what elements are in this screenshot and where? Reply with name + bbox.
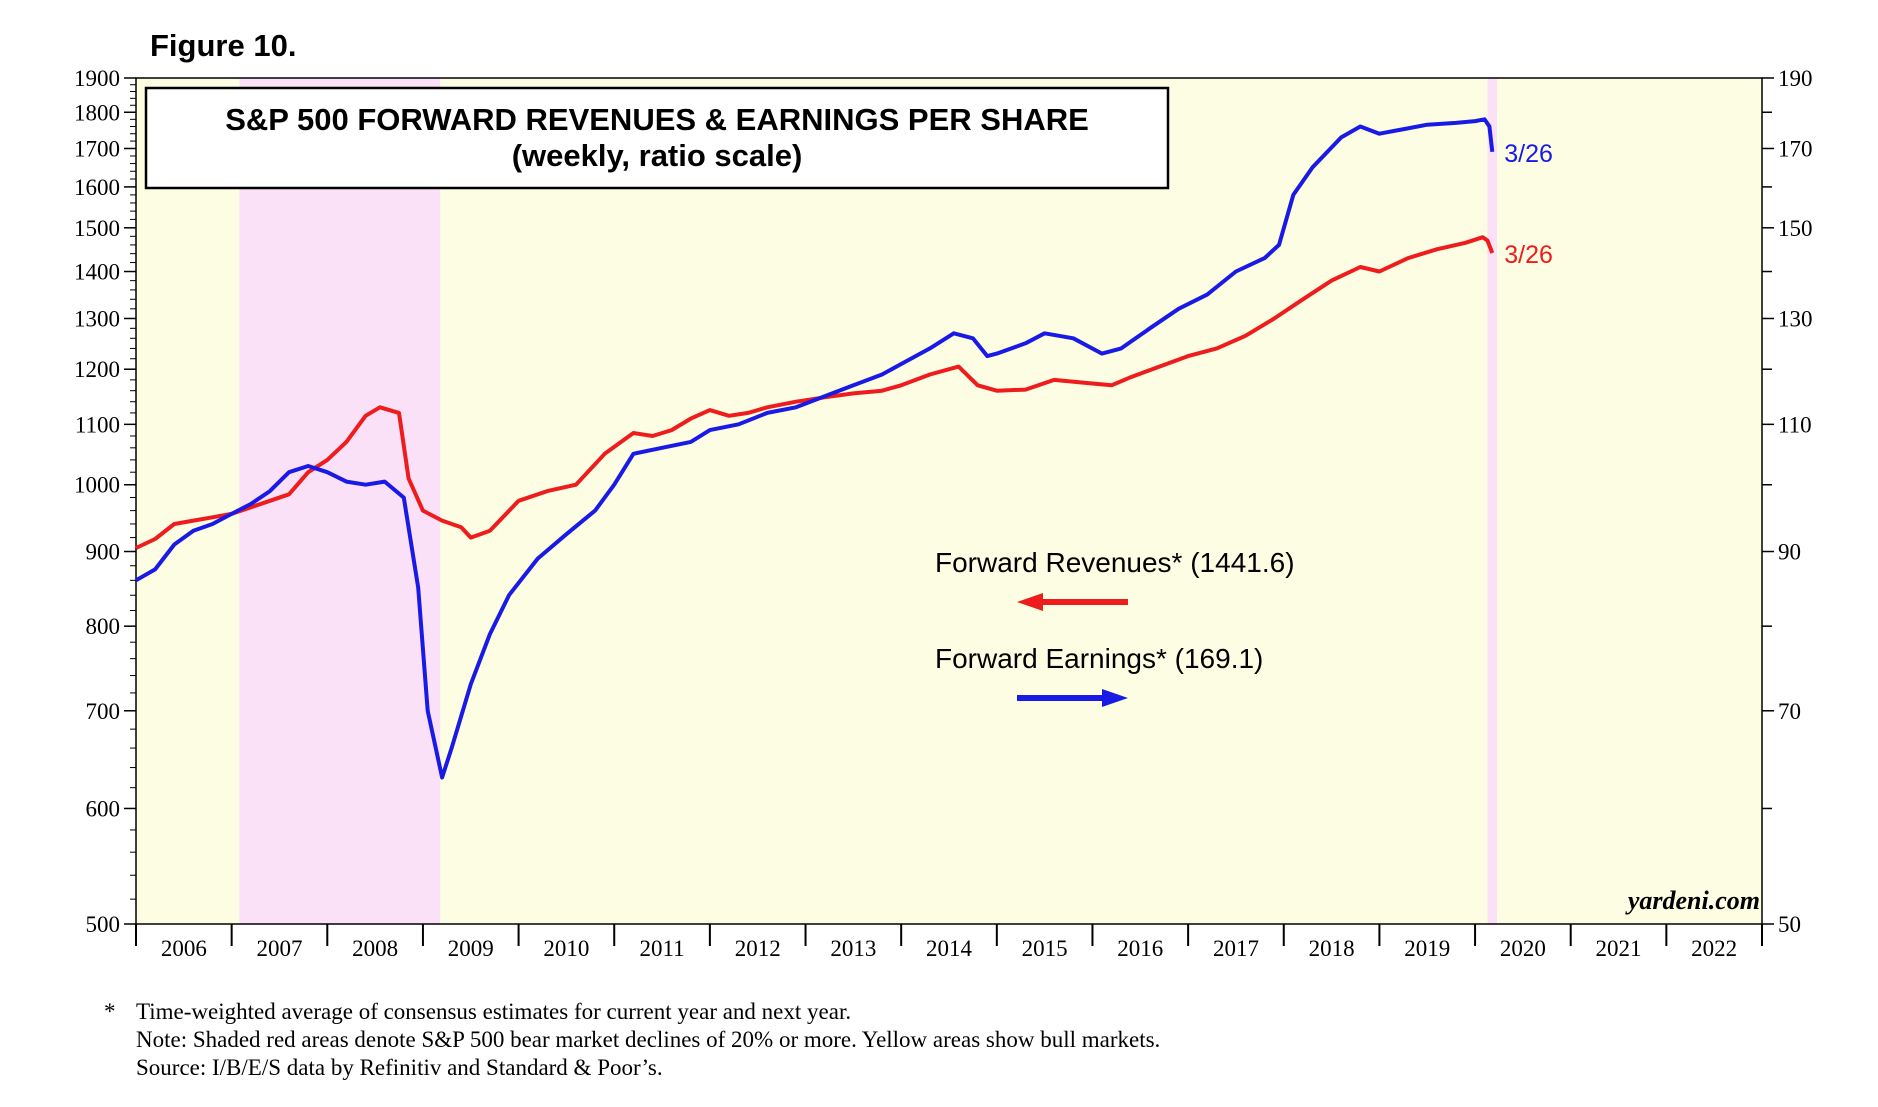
right-axis-tick-label: 190 — [1778, 66, 1813, 91]
right-axis-tick-label: 70 — [1778, 699, 1801, 724]
title-box — [144, 86, 1170, 190]
x-axis-tick-label: 2010 — [543, 936, 589, 961]
chart-title-box: S&P 500 FORWARD REVENUES & EARNINGS PER … — [144, 86, 1170, 190]
right-axis-tick-label: 170 — [1778, 136, 1813, 161]
right-axis-tick-label: 110 — [1778, 412, 1812, 437]
left-axis-tick-label: 1600 — [74, 175, 120, 200]
chart: 500 600 700 800 900 1000 1100 1200 1300 1400 1500 1… — [74, 66, 1813, 961]
credit-text: yardeni.com — [1625, 886, 1760, 915]
x-axis-tick-label: 2014 — [926, 936, 973, 961]
legend-label: Forward Earnings* (169.1) — [935, 643, 1263, 674]
x-axis-tick-label: 2020 — [1500, 936, 1546, 961]
series-end-label: 3/26 — [1504, 241, 1553, 269]
x-axis-tick-label: 2006 — [161, 936, 207, 961]
x-axis-tick-label: 2007 — [256, 936, 302, 961]
x-axis-tick-label: 2008 — [352, 936, 398, 961]
footnote-line: Time-weighted average of consensus estim… — [136, 999, 852, 1024]
footnote-star: * — [104, 999, 116, 1024]
legend-arrow-head — [1102, 689, 1128, 707]
right-axis-tick-label: 130 — [1778, 306, 1813, 331]
bear-market-region — [1487, 78, 1498, 924]
left-axis-tick-label: 1500 — [74, 216, 120, 241]
left-axis-tick-label: 1300 — [74, 306, 120, 331]
right-axis-tick-label: 90 — [1778, 540, 1801, 565]
x-axis-tick-label: 2009 — [448, 936, 494, 961]
footnotes: * Time-weighted average of consensus est… — [104, 998, 1160, 1082]
x-axis-tick-label: 2012 — [735, 936, 781, 961]
legend-label: Forward Revenues* (1441.6) — [935, 547, 1295, 578]
footnote-line: Note: Shaded red areas denote S&P 500 be… — [136, 1027, 1161, 1052]
left-axis-tick-label: 1700 — [74, 136, 120, 161]
left-axis-tick-label: 1200 — [74, 357, 120, 382]
left-axis-tick-label: 1800 — [74, 100, 120, 125]
chart-subtitle: (weekly, ratio scale) — [512, 138, 803, 173]
left-axis-tick-label: 1400 — [74, 260, 120, 285]
left-axis-tick-label: 1900 — [74, 66, 120, 91]
axes: 500 600 700 800 900 1000 1100 1200 1300 1400 1500 1… — [74, 66, 1813, 961]
chart-title: S&P 500 FORWARD REVENUES & EARNINGS PER … — [225, 102, 1089, 137]
legend-arrow-head — [1017, 593, 1043, 611]
x-axis-tick-label: 2018 — [1309, 936, 1355, 961]
left-axis-tick-label: 700 — [86, 699, 121, 724]
x-axis-tick-label: 2016 — [1117, 936, 1163, 961]
legend: Forward Revenues* (1441.6) Forward Earnin… — [935, 547, 1295, 707]
x-axis-tick-label: 2021 — [1596, 936, 1642, 961]
left-axis-tick-label: 600 — [86, 796, 121, 821]
footnote-line: Source: I/B/E/S data by Refinitiv and St… — [136, 1055, 663, 1080]
x-axis-tick-label: 2019 — [1404, 936, 1450, 961]
series-lines: 3/26 3/26 — [135, 117, 1553, 780]
plot-frame — [135, 77, 1763, 925]
x-axis-tick-label: 2015 — [1022, 936, 1068, 961]
series-end-label: 3/26 — [1504, 140, 1553, 168]
x-axis-tick-label: 2013 — [830, 936, 876, 961]
right-axis-tick-label: 50 — [1778, 912, 1801, 937]
series-line — [135, 235, 1495, 550]
left-axis-tick-label: 500 — [86, 912, 121, 937]
series-line — [135, 117, 1495, 780]
left-axis-tick-label: 1000 — [74, 473, 120, 498]
x-axis-tick-label: 2022 — [1691, 936, 1737, 961]
x-axis-tick-label: 2017 — [1213, 936, 1259, 961]
x-axis-tick-label: 2011 — [639, 936, 684, 961]
figure-label: Figure 10. — [150, 28, 297, 63]
left-axis-tick-label: 1100 — [75, 412, 120, 437]
right-axis-tick-label: 150 — [1778, 216, 1813, 241]
left-axis-tick-label: 900 — [86, 540, 121, 565]
left-axis-tick-label: 800 — [86, 614, 121, 639]
